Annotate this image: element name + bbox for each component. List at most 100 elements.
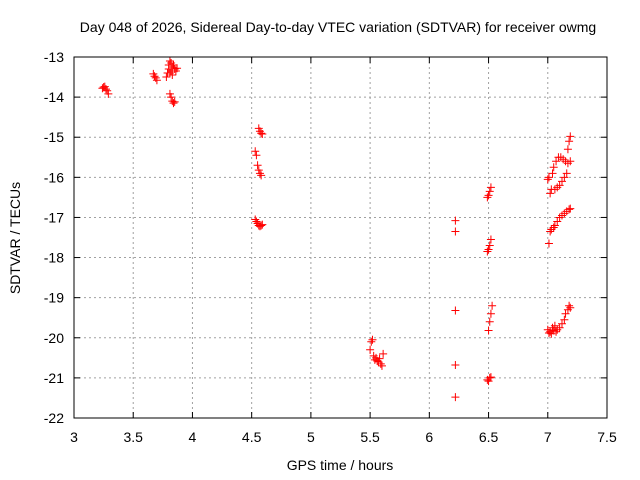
- data-point: [169, 99, 178, 108]
- data-point: [561, 309, 570, 318]
- data-point: [451, 216, 460, 225]
- data-point: [552, 327, 561, 336]
- data-point: [484, 377, 493, 386]
- data-point: [566, 204, 575, 213]
- data-point: [377, 361, 386, 370]
- data-point: [557, 319, 566, 328]
- data-point: [555, 323, 564, 332]
- data-point: [251, 215, 260, 224]
- grid: [74, 57, 607, 418]
- data-point: [173, 64, 182, 73]
- data-point: [252, 151, 261, 160]
- data-point: [562, 169, 571, 178]
- axis-ticks: 3 3.5 4 4.5 5 5.5 6 6.5 7 7.5 -13 -14 -15 -16 -17 -18 -1…: [44, 49, 617, 445]
- data-point: [546, 227, 555, 236]
- data-point: [550, 221, 559, 230]
- data-point: [165, 89, 174, 98]
- x-tick-label: 3: [70, 429, 78, 445]
- data-point: [485, 373, 494, 382]
- data-point: [252, 217, 261, 226]
- data-point: [257, 129, 266, 138]
- data-point: [560, 173, 569, 182]
- x-tick-label: 7.5: [597, 429, 617, 445]
- data-point: [544, 239, 553, 248]
- data-point: [549, 163, 558, 172]
- data-point: [376, 359, 385, 368]
- data-point: [257, 171, 266, 180]
- data-point: [555, 181, 564, 190]
- data-point: [103, 86, 112, 95]
- data-point: [546, 189, 555, 198]
- data-point: [258, 130, 267, 139]
- data-point: [372, 353, 381, 362]
- data-point: [451, 227, 460, 236]
- y-tick-label: -15: [44, 129, 64, 145]
- x-tick-label: 6: [425, 429, 433, 445]
- data-point: [258, 220, 267, 229]
- data-point: [548, 169, 557, 178]
- data-point: [254, 166, 263, 175]
- data-point: [560, 315, 569, 324]
- data-point: [253, 161, 262, 170]
- x-tick-label: 3.5: [123, 429, 143, 445]
- data-point: [485, 187, 494, 196]
- data-point: [251, 147, 260, 156]
- y-tick-label: -22: [44, 410, 64, 426]
- x-tick-label: 4: [189, 429, 197, 445]
- y-tick-label: -18: [44, 250, 64, 266]
- x-tick-label: 5: [307, 429, 315, 445]
- data-point: [150, 72, 159, 81]
- data-point: [366, 345, 375, 354]
- data-point: [257, 221, 266, 230]
- data-point: [543, 175, 552, 184]
- chart-title: Day 048 of 2026, Sidereal Day-to-day VTE…: [80, 19, 596, 35]
- data-point: [565, 301, 574, 310]
- data-point: [375, 354, 384, 363]
- data-point: [565, 205, 574, 214]
- plot-frame: [73, 56, 608, 419]
- data-point: [563, 145, 572, 154]
- data-point: [451, 306, 460, 315]
- data-point: [566, 132, 575, 141]
- data-point: [451, 361, 460, 370]
- data-points: [98, 57, 575, 402]
- data-point: [379, 349, 388, 358]
- data-point: [566, 157, 575, 166]
- x-axis-label: GPS time / hours: [287, 457, 394, 473]
- data-point: [168, 71, 177, 80]
- data-point: [488, 301, 497, 310]
- data-point: [544, 173, 553, 182]
- data-point: [104, 89, 113, 98]
- data-point: [451, 393, 460, 402]
- data-point: [165, 57, 174, 66]
- data-point: [486, 183, 495, 192]
- data-point: [484, 191, 493, 200]
- data-point: [484, 245, 493, 254]
- data-point: [485, 241, 494, 250]
- data-point: [550, 321, 559, 330]
- y-tick-label: -20: [44, 330, 64, 346]
- data-point: [485, 317, 494, 326]
- data-point: [255, 169, 264, 178]
- y-tick-label: -19: [44, 290, 64, 306]
- data-point: [486, 235, 495, 244]
- x-tick-label: 7: [544, 429, 552, 445]
- y-tick-label: -13: [44, 49, 64, 65]
- data-point: [566, 303, 575, 312]
- data-point: [162, 73, 171, 82]
- data-point: [483, 193, 492, 202]
- x-tick-label: 4.5: [242, 429, 262, 445]
- data-point: [484, 326, 493, 335]
- y-axis-label: SDTVAR / TECUs: [7, 182, 23, 294]
- data-point: [486, 309, 495, 318]
- data-point: [170, 97, 179, 106]
- data-point: [565, 137, 574, 146]
- data-point: [367, 337, 376, 346]
- x-tick-label: 6.5: [479, 429, 499, 445]
- data-point: [552, 157, 561, 166]
- data-point: [553, 217, 562, 226]
- data-point: [557, 177, 566, 186]
- data-point: [368, 335, 377, 344]
